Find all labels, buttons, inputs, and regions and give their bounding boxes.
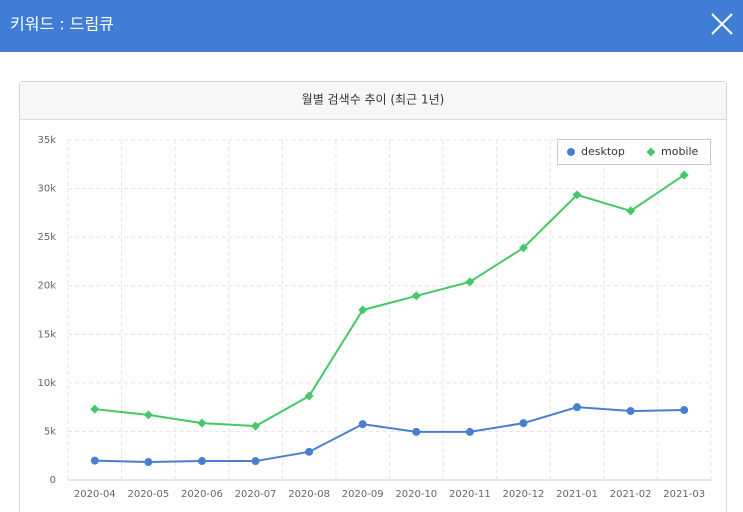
x-tick-label: 2020-09 bbox=[342, 489, 384, 500]
chart-title: 월별 검색수 추이 (최근 1년) bbox=[302, 93, 445, 107]
close-icon[interactable] bbox=[711, 13, 733, 35]
close-button[interactable] bbox=[711, 13, 733, 35]
x-tick-label: 2020-11 bbox=[449, 489, 491, 500]
legend-marker bbox=[646, 147, 656, 157]
y-tick-label: 10k bbox=[37, 378, 56, 389]
point bbox=[679, 170, 689, 180]
panel-header bbox=[20, 82, 726, 119]
y-tick-label: 5k bbox=[44, 426, 56, 437]
y-tick-label: 0 bbox=[50, 475, 56, 486]
point bbox=[411, 291, 421, 301]
x-tick-label: 2021-03 bbox=[663, 489, 705, 500]
point bbox=[573, 403, 582, 412]
point bbox=[572, 190, 582, 200]
x-tick-label: 2020-08 bbox=[288, 489, 330, 500]
point bbox=[465, 277, 475, 287]
x-tick-label: 2020-12 bbox=[503, 489, 545, 500]
x-tick-label: 2020-10 bbox=[395, 489, 437, 500]
point bbox=[304, 391, 314, 401]
point bbox=[626, 407, 635, 416]
x-tick-label: 2020-06 bbox=[181, 489, 223, 500]
legend: desktop mobile bbox=[557, 139, 711, 165]
point bbox=[90, 404, 100, 414]
point bbox=[143, 410, 153, 420]
point bbox=[251, 457, 260, 466]
point bbox=[358, 420, 367, 429]
point bbox=[305, 447, 314, 456]
point bbox=[518, 243, 528, 253]
point bbox=[90, 456, 99, 465]
y-tick-label: 25k bbox=[37, 232, 56, 243]
legend-marker bbox=[567, 148, 575, 156]
point bbox=[197, 457, 206, 466]
point bbox=[251, 421, 261, 431]
series-line bbox=[94, 174, 685, 428]
header-title: 키워드 : 드림큐 bbox=[10, 15, 114, 34]
point bbox=[358, 305, 368, 315]
y-tick-label: 30k bbox=[37, 184, 56, 195]
point bbox=[465, 427, 474, 436]
x-tick-label: 2020-04 bbox=[74, 489, 116, 500]
point bbox=[197, 418, 207, 428]
y-tick-label: 35k bbox=[37, 135, 56, 146]
y-tick-label: 20k bbox=[37, 281, 56, 292]
x-tick-label: 2020-05 bbox=[127, 489, 169, 500]
x-tick-label: 2020-07 bbox=[235, 489, 277, 500]
legend-label: desktop bbox=[581, 145, 625, 158]
header-bar bbox=[0, 0, 743, 52]
panel bbox=[19, 81, 727, 512]
series-line bbox=[94, 406, 685, 464]
y-tick-label: 15k bbox=[37, 329, 56, 340]
x-tick-label: 2021-01 bbox=[556, 489, 598, 500]
point bbox=[680, 406, 689, 415]
point bbox=[144, 458, 153, 467]
x-tick-label: 2021-02 bbox=[610, 489, 652, 500]
legend-box bbox=[557, 139, 711, 165]
point bbox=[626, 206, 636, 216]
legend-label: mobile bbox=[661, 145, 699, 158]
point bbox=[412, 427, 421, 436]
point bbox=[519, 419, 528, 428]
